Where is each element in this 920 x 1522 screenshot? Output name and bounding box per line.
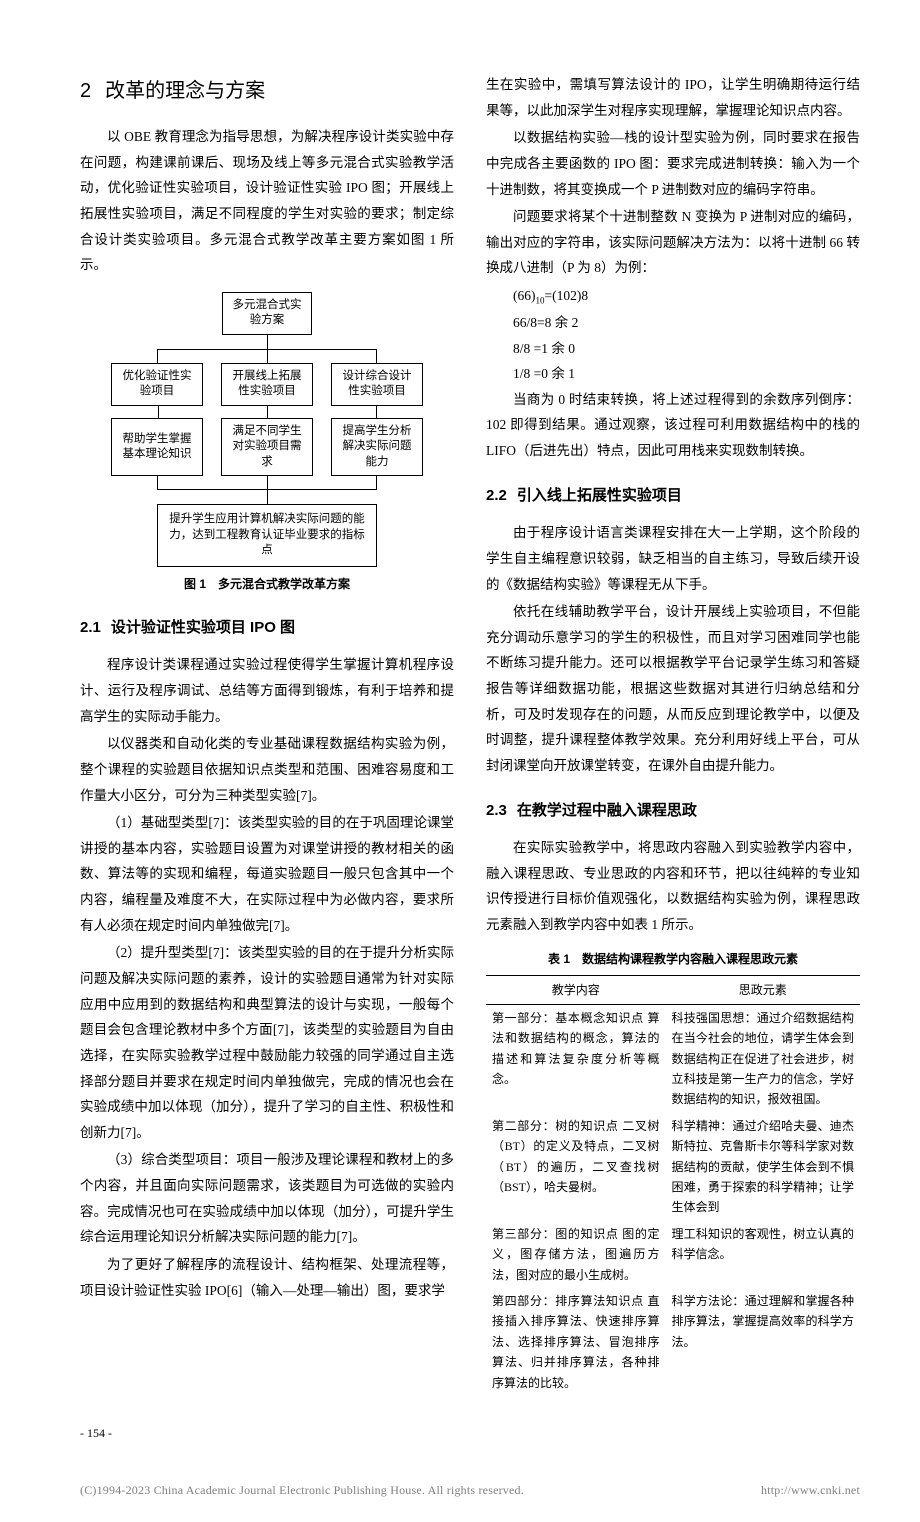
flow-node-r1c1: 优化验证性实验项目	[111, 363, 203, 406]
sec23-p1: 在实际实验教学中，将思政内容融入到实验教学内容中，融入课程思政、专业思政的内容和…	[486, 835, 860, 938]
section-2-2-title: 引入线上拓展性实验项目	[517, 487, 682, 504]
figure-1-caption: 图 1 多元混合式教学改革方案	[80, 573, 454, 596]
calc-line-1: 66/8=8 余 2	[486, 310, 860, 336]
section-2-1-heading: 2.1 设计验证性实验项目 IPO 图	[80, 614, 454, 643]
sec21-p3: （1）基础型类型[7]：该类型实验的目的在于巩固理论课堂讲授的基本内容，实验题目…	[80, 810, 454, 938]
right-p3: 问题要求将某个十进制整数 N 变换为 P 进制对应的编码，输出对应的字符串，该实…	[486, 204, 860, 281]
table-row: 第一部分：基本概念知识点 算法和数据结构的概念，算法的描述和算法复杂度分析等概念…	[486, 1004, 860, 1112]
table-cell: 理工科知识的客观性，树立认真的科学信念。	[666, 1221, 860, 1288]
figure-1: 多元混合式实验方案 优化验证性实验项目 开展线上拓展性实验项目 设计综合设计性实…	[80, 292, 454, 596]
footer-copyright: (C)1994-2023 China Academic Journal Elec…	[80, 1479, 524, 1502]
flow-node-r2c1: 帮助学生掌握基本理论知识	[111, 418, 203, 477]
sec21-p6: 为了更好了解程序的流程设计、结构框架、处理流程等，项目设计验证性实验 IPO[6…	[80, 1252, 454, 1303]
table-row: 第四部分：排序算法知识点 直接插入排序算法、快速排序算法、选择排序算法、冒泡排序…	[486, 1288, 860, 1396]
sec21-p2: 以仪器类和自动化类的专业基础课程数据结构实验为例，整个课程的实验题目依据知识点类…	[80, 731, 454, 808]
calc-line-0: (66)10=(102)8	[486, 283, 860, 310]
table-cell: 科技强国思想：通过介绍数据结构在当今社会的地位，请学生体会到数据结构正在促进了社…	[666, 1004, 860, 1112]
table-cell: 第一部分：基本概念知识点 算法和数据结构的概念，算法的描述和算法复杂度分析等概念…	[486, 1004, 666, 1112]
sec21-p1: 程序设计类课程通过实验过程使得学生掌握计算机程序设计、运行及程序调试、总结等方面…	[80, 652, 454, 729]
table-1-header-1: 思政元素	[666, 975, 860, 1004]
flow-node-r2c2: 满足不同学生对实验项目需求	[221, 418, 313, 477]
footer: (C)1994-2023 China Academic Journal Elec…	[80, 1479, 860, 1502]
table-cell: 科学方法论：通过理解和掌握各种排序算法，掌握提高效率的科学方法。	[666, 1288, 860, 1396]
right-p4: 当商为 0 时结束转换，将上述过程得到的余数序列倒序：102 即得到结果。通过观…	[486, 387, 860, 464]
section-2-title: 改革的理念与方案	[105, 80, 265, 102]
section-2-2-num: 2.2	[486, 487, 507, 504]
section-2-p1: 以 OBE 教育理念为指导思想，为解决程序设计类实验中存在问题，构建课前课后、现…	[80, 124, 454, 278]
section-2-3-num: 2.3	[486, 802, 507, 819]
flow-node-top: 多元混合式实验方案	[222, 292, 312, 335]
section-2-heading: 2 改革的理念与方案	[80, 72, 454, 110]
sec22-p1: 由于程序设计语言类课程安排在大一上学期，这个阶段的学生自主编程意识较弱，缺乏相当…	[486, 520, 860, 597]
flow-node-r2c3: 提高学生分析解决实际问题能力	[331, 418, 423, 477]
table-1-caption: 表 1 数据结构课程教学内容融入课程思政元素	[486, 948, 860, 971]
section-2-3-title: 在教学过程中融入课程思政	[517, 802, 697, 819]
table-cell: 科学精神：通过介绍哈夫曼、迪杰斯特拉、克鲁斯卡尔等科学家对数据结构的贡献，使学生…	[666, 1113, 860, 1221]
right-p2: 以数据结构实验—栈的设计型实验为例，同时要求在报告中完成各主要函数的 IPO 图…	[486, 125, 860, 202]
section-2-3-heading: 2.3 在教学过程中融入课程思政	[486, 797, 860, 826]
right-column: 生在实验中，需填写算法设计的 IPO，让学生明确期待运行结果等，以此加深学生对程…	[486, 72, 860, 1396]
flow-node-r1c2: 开展线上拓展性实验项目	[221, 363, 313, 406]
footer-url: http://www.cnki.net	[761, 1479, 860, 1502]
left-column: 2 改革的理念与方案 以 OBE 教育理念为指导思想，为解决程序设计类实验中存在问…	[80, 72, 454, 1396]
section-2-1-title: 设计验证性实验项目 IPO 图	[111, 619, 295, 636]
section-2-num: 2	[80, 80, 91, 102]
section-2-1-num: 2.1	[80, 619, 101, 636]
table-1: 教学内容 思政元素 第一部分：基本概念知识点 算法和数据结构的概念，算法的描述和…	[486, 975, 860, 1396]
right-p1: 生在实验中，需填写算法设计的 IPO，让学生明确期待运行结果等，以此加深学生对程…	[486, 72, 860, 123]
table-row: 第二部分：树的知识点 二叉树（BT）的定义及特点，二叉树（BT）的遍历，二叉查找…	[486, 1113, 860, 1221]
sec22-p2: 依托在线辅助教学平台，设计开展线上实验项目，不但能充分调动乐意学习的学生的积极性…	[486, 599, 860, 778]
calc-line-2: 8/8 =1 余 0	[486, 336, 860, 362]
calc-line-3: 1/8 =0 余 1	[486, 361, 860, 387]
flow-node-bottom: 提升学生应用计算机解决实际问题的能力，达到工程教育认证毕业要求的指标点	[157, 504, 377, 567]
table-row: 第三部分：图的知识点 图的定义，图存储方法，图遍历方法，图对应的最小生成树。理工…	[486, 1221, 860, 1288]
section-2-2-heading: 2.2 引入线上拓展性实验项目	[486, 482, 860, 511]
table-cell: 第二部分：树的知识点 二叉树（BT）的定义及特点，二叉树（BT）的遍历，二叉查找…	[486, 1113, 666, 1221]
page-number: - 154 -	[80, 1422, 860, 1445]
table-cell: 第四部分：排序算法知识点 直接插入排序算法、快速排序算法、选择排序算法、冒泡排序…	[486, 1288, 666, 1396]
sec21-p5: （3）综合类型项目：项目一般涉及理论课程和教材上的多个内容，并且面向实际问题需求…	[80, 1147, 454, 1250]
sec21-p4: （2）提升型类型[7]：该类型实验的目的在于提升分析实际问题及解决实际问题的素养…	[80, 940, 454, 1145]
table-1-header-0: 教学内容	[486, 975, 666, 1004]
table-cell: 第三部分：图的知识点 图的定义，图存储方法，图遍历方法，图对应的最小生成树。	[486, 1221, 666, 1288]
flow-node-r1c3: 设计综合设计性实验项目	[331, 363, 423, 406]
